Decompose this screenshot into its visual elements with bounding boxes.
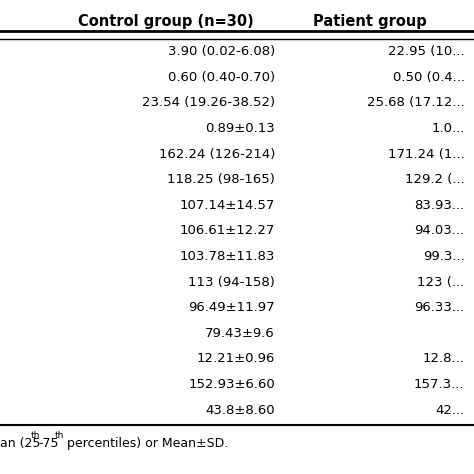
Text: 113 (94-158): 113 (94-158) [188, 275, 275, 289]
Text: 3.90 (0.02-6.08): 3.90 (0.02-6.08) [168, 45, 275, 58]
Text: 152.93±6.60: 152.93±6.60 [188, 378, 275, 391]
Text: 43.8±8.60: 43.8±8.60 [205, 403, 275, 417]
Text: 25.68 (17.12...: 25.68 (17.12... [367, 96, 465, 109]
Text: -75: -75 [39, 437, 59, 450]
Text: 106.61±12.27: 106.61±12.27 [180, 224, 275, 237]
Text: 0.89±0.13: 0.89±0.13 [205, 122, 275, 135]
Text: 171.24 (1...: 171.24 (1... [388, 147, 465, 161]
Text: 94.03...: 94.03... [414, 224, 465, 237]
Text: 157.3...: 157.3... [414, 378, 465, 391]
Text: th: th [55, 431, 64, 440]
Text: 96.33...: 96.33... [414, 301, 465, 314]
Text: 12.8...: 12.8... [423, 352, 465, 365]
Text: 23.54 (19.26-38.52): 23.54 (19.26-38.52) [142, 96, 275, 109]
Text: 22.95 (10...: 22.95 (10... [388, 45, 465, 58]
Text: 0.60 (0.40-0.70): 0.60 (0.40-0.70) [168, 71, 275, 84]
Text: an (25: an (25 [0, 437, 40, 450]
Text: Control group (n=30): Control group (n=30) [78, 14, 254, 29]
Text: 96.49±11.97: 96.49±11.97 [188, 301, 275, 314]
Text: 79.43±9.6: 79.43±9.6 [205, 327, 275, 340]
Text: 1.0...: 1.0... [431, 122, 465, 135]
Text: 129.2 (...: 129.2 (... [405, 173, 465, 186]
Text: Patient group: Patient group [313, 14, 427, 29]
Text: 162.24 (126-214): 162.24 (126-214) [158, 147, 275, 161]
Text: 12.21±0.96: 12.21±0.96 [197, 352, 275, 365]
Text: th: th [31, 431, 40, 440]
Text: 0.50 (0.4...: 0.50 (0.4... [392, 71, 465, 84]
Text: 107.14±14.57: 107.14±14.57 [180, 199, 275, 212]
Text: 118.25 (98-165): 118.25 (98-165) [167, 173, 275, 186]
Text: 83.93...: 83.93... [414, 199, 465, 212]
Text: 103.78±11.83: 103.78±11.83 [180, 250, 275, 263]
Text: 42...: 42... [435, 403, 465, 417]
Text: 99.3...: 99.3... [423, 250, 465, 263]
Text: 123 (...: 123 (... [417, 275, 465, 289]
Text: percentiles) or Mean±SD.: percentiles) or Mean±SD. [63, 437, 228, 450]
